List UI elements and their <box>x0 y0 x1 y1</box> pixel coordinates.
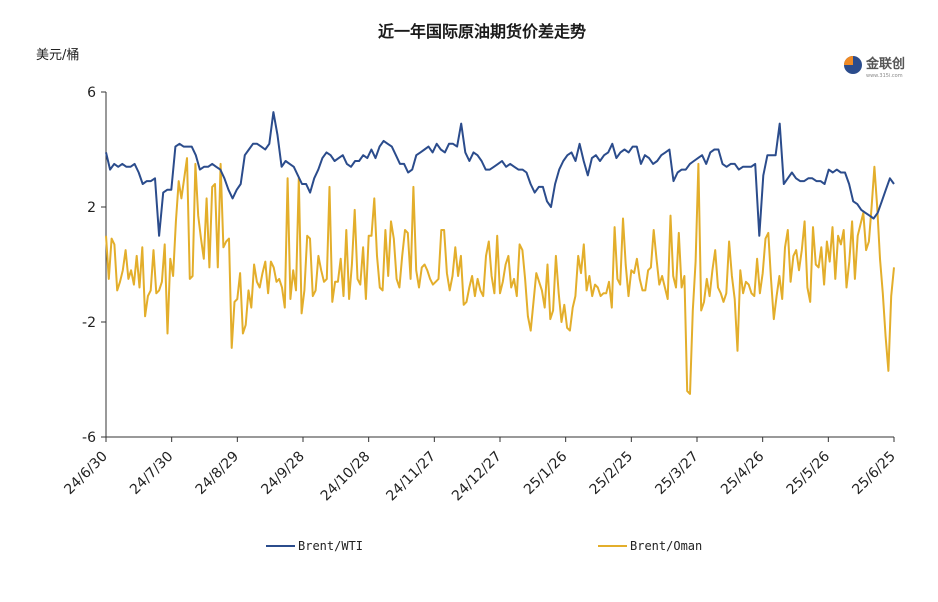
x-tick-label: 24/12/27 <box>449 449 505 505</box>
x-tick-label: 24/8/29 <box>193 449 242 498</box>
y-tick-label: -6 <box>82 430 96 446</box>
x-tick-label: 24/11/27 <box>383 449 439 505</box>
x-tick-label: 25/2/25 <box>587 449 636 498</box>
x-tick-label: 25/5/26 <box>784 448 834 498</box>
y-tick-label: -2 <box>82 315 96 331</box>
x-tick-label: 25/1/26 <box>521 448 571 498</box>
x-tick-label: 24/9/28 <box>258 449 307 498</box>
logo-name: 金联创 <box>865 56 905 72</box>
x-tick-label: 25/6/25 <box>849 449 898 498</box>
legend: Brent/WTI Brent/Oman <box>266 539 702 553</box>
x-tick-label: 25/3/27 <box>652 449 701 498</box>
x-tick-label: 25/4/26 <box>718 448 768 498</box>
legend-label-brent-wti: Brent/WTI <box>298 539 363 553</box>
series-line-brent-wti <box>105 111 895 237</box>
x-tick-label: 24/10/28 <box>318 449 374 505</box>
logo-emblem-accent <box>844 56 853 65</box>
y-axis-unit: 美元/桶 <box>36 48 79 63</box>
x-tick-label: 24/6/30 <box>61 449 110 498</box>
legend-label-brent-oman: Brent/Oman <box>630 539 702 553</box>
y-tick-label: 2 <box>87 200 96 216</box>
series-lines <box>105 111 895 395</box>
series-line-brent-oman <box>105 157 895 395</box>
x-ticks: 24/6/30 24/7/30 24/8/29 24/9/28 24/10/28 24/1… <box>61 437 899 505</box>
axes <box>105 92 894 438</box>
chart-title: 近一年国际原油期货价差走势 <box>378 22 586 41</box>
x-tick-label: 24/7/30 <box>127 449 176 498</box>
y-ticks: 6 2 -2 -6 <box>82 85 106 446</box>
y-tick-label: 6 <box>87 85 96 101</box>
brand-logo: 金联创 www.315i.com <box>844 56 905 79</box>
logo-url: www.315i.com <box>866 73 903 79</box>
